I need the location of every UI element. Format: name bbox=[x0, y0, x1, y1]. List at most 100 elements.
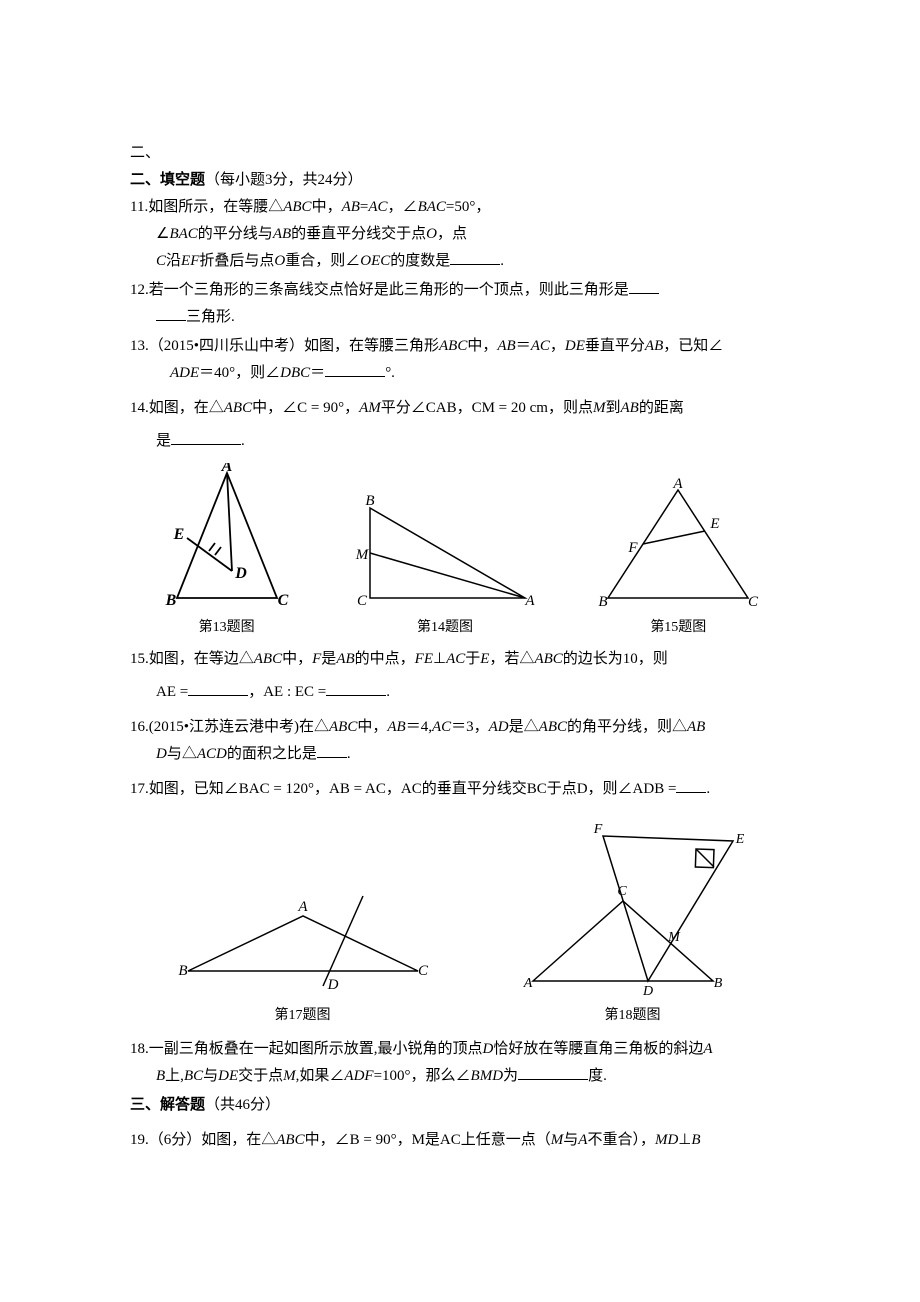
q19-num: 19. bbox=[130, 1132, 149, 1148]
q15-t6: 于 bbox=[465, 651, 480, 667]
q13-deg: °. bbox=[385, 365, 395, 381]
q11-l2b: BAC bbox=[169, 226, 197, 242]
q13-num: 13. bbox=[130, 338, 149, 354]
question-18: 18.一副三角板叠在一起如图所示放置,最小锐角的顶点D恰好放在等腰直角三角板的斜… bbox=[130, 1036, 790, 1090]
q15-num: 15. bbox=[130, 651, 149, 667]
q13-ab: AB bbox=[497, 338, 515, 354]
q18-l2h: 度. bbox=[588, 1068, 607, 1084]
q18-num: 18. bbox=[130, 1041, 149, 1057]
q11-tail: . bbox=[500, 253, 504, 269]
q17-t1: 如图，已知∠BAC = 120°，AB = AC，AC的垂直平分线交BC于点D，… bbox=[149, 781, 677, 797]
q11-l3a: C bbox=[156, 253, 166, 269]
q14-line2: 是. bbox=[130, 428, 790, 455]
question-14: 14.如图，在△ABC中，∠C = 90°，AM平分∠CAB，CM = 20 c… bbox=[130, 395, 790, 455]
q11-line2: ∠BAC的平分线与AB的垂直平分线交于点O，点 bbox=[130, 221, 790, 248]
svg-text:B: B bbox=[164, 592, 176, 609]
q14-m: M bbox=[593, 400, 606, 416]
q11-l3b: 沿 bbox=[166, 253, 181, 269]
q16-line2: D与△ACD的面积之比是. bbox=[130, 741, 790, 768]
q12-blank2 bbox=[156, 306, 186, 321]
q18-adf: ADF bbox=[344, 1068, 373, 1084]
fig14-label: 第14题图 bbox=[350, 615, 540, 640]
svg-text:E: E bbox=[172, 526, 184, 543]
figure-row-1: A B C D E 第13题图 B C A M 第14题图 A B bbox=[130, 463, 790, 640]
q13-ac: AC bbox=[531, 338, 550, 354]
q16-l2c: 的面积之比是 bbox=[227, 746, 317, 762]
q16-t2: ＝4, bbox=[406, 719, 432, 735]
q14-t1: 如图，在△ bbox=[149, 400, 224, 416]
q11-blank bbox=[450, 250, 500, 265]
q11-l3d: 折叠后与点 bbox=[199, 253, 274, 269]
q13-m4: ＝40°，则∠ bbox=[199, 365, 280, 381]
q14-num: 14. bbox=[130, 400, 149, 416]
fig15-svg: A B C E F bbox=[593, 478, 763, 613]
svg-text:B: B bbox=[178, 963, 187, 979]
q18-m: M bbox=[283, 1068, 296, 1084]
question-17: 17.如图，已知∠BAC = 120°，AB = AC，AC的垂直平分线交BC于… bbox=[130, 776, 790, 803]
q12-t1: 若一个三角形的三条高线交点恰好是此三角形的一个顶点，则此三角形是 bbox=[149, 282, 629, 298]
q13-m2: 垂直平分 bbox=[585, 338, 645, 354]
q11-l2c: 的平分线与 bbox=[198, 226, 273, 242]
fig15-label: 第15题图 bbox=[593, 615, 763, 640]
svg-text:A: A bbox=[522, 976, 532, 991]
q18-line2: B上,BC与DE交于点M,如果∠ADF=100°，那么∠BMD为度. bbox=[130, 1063, 790, 1090]
q11-bac: BAC bbox=[418, 199, 446, 215]
q14-ab: AB bbox=[621, 400, 639, 416]
q18-l2a: B bbox=[156, 1068, 165, 1084]
q15-l2a: AE = bbox=[156, 684, 188, 700]
q11-l2f: O bbox=[426, 226, 437, 242]
figure-14: B C A M 第14题图 bbox=[350, 493, 540, 640]
q18-l2d: 交于点 bbox=[238, 1068, 283, 1084]
q19-t2: 与 bbox=[563, 1132, 578, 1148]
q16-t1: 中， bbox=[357, 719, 387, 735]
q16-ac: AC bbox=[432, 719, 451, 735]
q18-l2e: ,如果∠ bbox=[296, 1068, 345, 1084]
q15-l2b: ，AE : EC = bbox=[248, 684, 326, 700]
svg-text:A: A bbox=[673, 478, 684, 492]
q11-l2a: ∠ bbox=[156, 226, 169, 242]
q16-acd: ACD bbox=[197, 746, 227, 762]
q15-blank2 bbox=[326, 681, 386, 696]
fig17-label: 第17题图 bbox=[173, 1003, 433, 1028]
q19-md: MD bbox=[655, 1132, 678, 1148]
q11-m2: =50°， bbox=[446, 199, 490, 215]
q14-blank bbox=[171, 430, 241, 445]
svg-text:C: C bbox=[357, 593, 368, 609]
q18-t1: 一副三角板叠在一起如图所示放置,最小锐角的顶点 bbox=[149, 1041, 483, 1057]
svg-text:B: B bbox=[365, 493, 374, 509]
section-2-title: 二、填空题 bbox=[130, 172, 205, 188]
svg-text:C: C bbox=[417, 963, 428, 979]
section-2-note: （每小题3分，共24分） bbox=[205, 172, 363, 188]
figure-18: A B C D E F M 第18题图 bbox=[518, 821, 748, 1028]
q15-tail: . bbox=[386, 684, 390, 700]
q16-abd: AB bbox=[687, 719, 705, 735]
q14-am: AM bbox=[359, 400, 381, 416]
q19-abc: ABC bbox=[276, 1132, 304, 1148]
q11-l3g: OEC bbox=[360, 253, 390, 269]
q13-blank bbox=[325, 362, 385, 377]
svg-text:D: D bbox=[234, 565, 247, 582]
q11-l2g: ，点 bbox=[437, 226, 467, 242]
q14-t5: 的距离 bbox=[639, 400, 684, 416]
svg-text:B: B bbox=[599, 594, 608, 610]
q16-ab: AB bbox=[387, 719, 405, 735]
q18-t2: 恰好放在等腰直角三角板的斜边 bbox=[493, 1041, 703, 1057]
q13-ab2: AB bbox=[645, 338, 663, 354]
q14-abc: ABC bbox=[224, 400, 252, 416]
svg-text:F: F bbox=[628, 540, 639, 556]
q16-abc2: ABC bbox=[539, 719, 567, 735]
fig18-svg: A B C D E F M bbox=[518, 821, 748, 1001]
q12-num: 12. bbox=[130, 282, 149, 298]
q16-abc: ABC bbox=[329, 719, 357, 735]
fig13-svg: A B C D E bbox=[157, 463, 297, 613]
q13-cm: ， bbox=[550, 338, 565, 354]
q14-tail: . bbox=[241, 433, 245, 449]
q13-m1: 中， bbox=[467, 338, 497, 354]
q16-t5: 的角平分线，则△ bbox=[567, 719, 687, 735]
q15-f: F bbox=[312, 651, 321, 667]
q14-t3: 平分∠CAB，CM = 20 cm，则点 bbox=[381, 400, 593, 416]
q13-line2: ADE＝40°，则∠DBC＝°. bbox=[130, 360, 790, 387]
figure-17: A B C D 第17题图 bbox=[173, 871, 433, 1028]
svg-text:F: F bbox=[592, 822, 602, 837]
figure-row-2: A B C D 第17题图 A B C D E F M 第18题图 bbox=[130, 821, 790, 1028]
